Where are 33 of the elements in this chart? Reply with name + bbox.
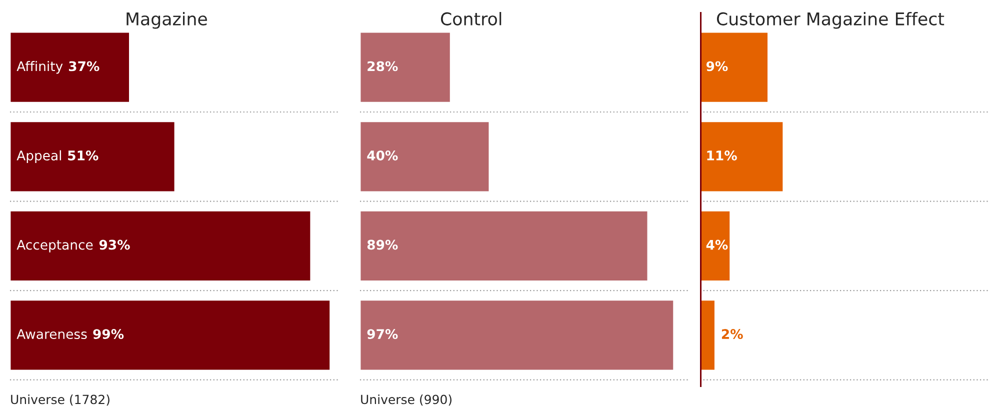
chart-title: Control xyxy=(440,12,502,26)
data-label: 97% xyxy=(367,329,398,340)
bar xyxy=(10,120,176,193)
data-label: 51% xyxy=(68,150,98,160)
data-label: 89% xyxy=(367,240,398,250)
y-tick-label: Awareness xyxy=(16,329,87,340)
data-label: 40% xyxy=(367,150,398,160)
chart-title: Magazine xyxy=(126,12,207,29)
data-label: 99% xyxy=(93,329,124,340)
bar xyxy=(360,31,452,104)
data-label: 2% xyxy=(722,329,743,340)
text: Universe (990) xyxy=(361,394,452,406)
bar xyxy=(360,299,675,372)
y-tick-label: Appeal xyxy=(16,150,62,164)
bar xyxy=(700,210,732,282)
text: Universe (1782) xyxy=(11,394,110,406)
bar xyxy=(360,210,649,282)
bar xyxy=(10,210,312,282)
data-label: 93% xyxy=(99,240,130,250)
data-label: 28% xyxy=(368,61,398,72)
y-tick-label: Affinity xyxy=(16,60,63,74)
y-tick-label: Acceptance xyxy=(16,240,93,252)
data-label: 37% xyxy=(68,61,100,72)
bar xyxy=(10,299,331,372)
data-label: 9% xyxy=(706,61,728,72)
chart-title: Customer Magazine Effect xyxy=(716,12,944,29)
data-label: 11% xyxy=(707,150,737,160)
data-label: 4% xyxy=(706,240,728,250)
bar xyxy=(700,120,784,193)
bar xyxy=(700,31,769,104)
bar xyxy=(700,299,716,372)
bar xyxy=(360,120,490,193)
bar xyxy=(10,31,130,104)
